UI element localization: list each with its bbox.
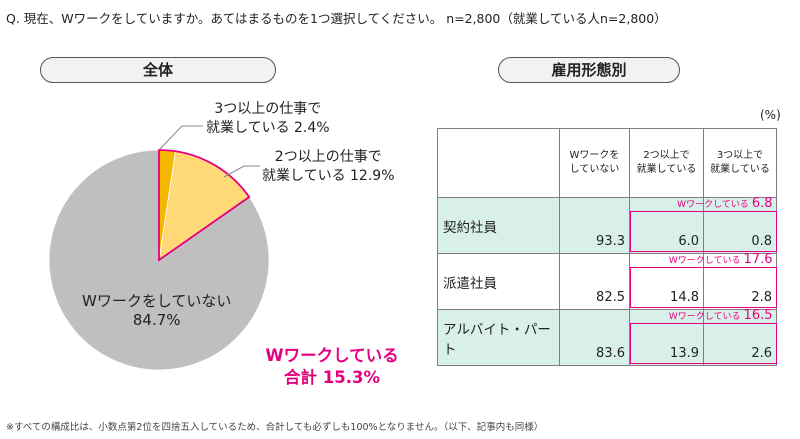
table-cell-value: 13.9	[629, 309, 704, 366]
wwork-row-label-text: Wワークしている	[668, 255, 741, 266]
wwork-highlight-box	[629, 266, 777, 308]
pie-label-three-plus: 3つ以上の仕事で 就業している 2.4%	[206, 100, 330, 138]
table-row-label: 契約社員	[437, 197, 560, 254]
pie-label-none-line2: 84.7%	[132, 311, 181, 329]
wwork-total-line1: Wワークしている	[265, 346, 399, 365]
wwork-row-total: 17.6	[743, 251, 773, 267]
table-row: アルバイト・パート 83.6 13.9 2.6	[437, 309, 777, 366]
wwork-row-label-text: Wワークしている	[677, 199, 749, 210]
wwork-row-total: 16.5	[743, 307, 773, 323]
unit-label: (%)	[760, 108, 781, 122]
wwork-row-total: 6.8	[751, 195, 773, 211]
table-cell-value: 2.6	[703, 309, 777, 366]
wwork-row-label: Wワークしている 17.6	[669, 252, 773, 267]
pie-label-three-plus-line2: 就業している 2.4%	[206, 120, 330, 136]
pie-label-two-plus-line2: 就業している 12.9%	[262, 168, 395, 184]
wwork-row-label-text: Wワークしている	[668, 311, 741, 322]
employment-section-title: 雇用形態別	[498, 57, 680, 83]
table-header-cell: Wワークを していない	[559, 128, 630, 198]
leader-line-three-plus	[158, 125, 203, 151]
wwork-highlight-box	[629, 210, 777, 252]
leader-line-two-plus	[223, 165, 260, 178]
wwork-row-label: Wワークしている 16.5	[669, 308, 773, 323]
table-header-row: Wワークを していない 2つ以上で 就業している 3つ以上で 就業している	[437, 128, 777, 198]
table-header-empty	[437, 128, 560, 198]
employment-table: Wワークを していない 2つ以上で 就業している 3つ以上で 就業している 契約社員 9…	[437, 128, 777, 366]
pie-label-two-plus-line1: 2つ以上の仕事で	[274, 149, 382, 165]
table-header-cell: 2つ以上で 就業している	[629, 128, 704, 198]
table-cell-value: 2.8	[703, 253, 777, 310]
table-header-cell: 3つ以上で 就業している	[703, 128, 777, 198]
pie-label-none: Wワークをしていない 84.7%	[82, 292, 231, 330]
wwork-highlight-box	[629, 322, 777, 364]
pie-label-two-plus: 2つ以上の仕事で 就業している 12.9%	[262, 148, 395, 186]
pie-label-none-line1: Wワークをしていない	[82, 292, 232, 310]
pie-label-three-plus-line1: 3つ以上の仕事で	[214, 101, 322, 117]
overall-section-title: 全体	[40, 57, 276, 83]
table-row-label: 派遣社員	[437, 253, 560, 310]
pie-wwork-highlight	[158, 149, 251, 262]
wwork-total-label: Wワークしている 合計 15.3%	[257, 345, 407, 389]
wwork-row-label: Wワークしている 6.8	[677, 196, 772, 211]
footnote: ※すべての構成比は、小数点第2位を四捨五入しているため、合計しても必ずしも100…	[6, 422, 544, 433]
table-cell-value: 82.5	[559, 253, 630, 310]
wwork-total-line2: 合計 15.3%	[284, 368, 380, 387]
table-cell-value: 0.8	[703, 197, 777, 254]
table-cell-value: 14.8	[629, 253, 704, 310]
question-text: Q. 現在、Wワークをしていますか。あてはまるものを1つ選択してください。 n=…	[6, 11, 667, 26]
table-cell-value: 93.3	[559, 197, 630, 254]
table-row: 契約社員 93.3 6.0 0.8	[437, 197, 777, 254]
table-cell-value: 83.6	[559, 309, 630, 366]
table-row-label: アルバイト・パート	[437, 309, 560, 366]
